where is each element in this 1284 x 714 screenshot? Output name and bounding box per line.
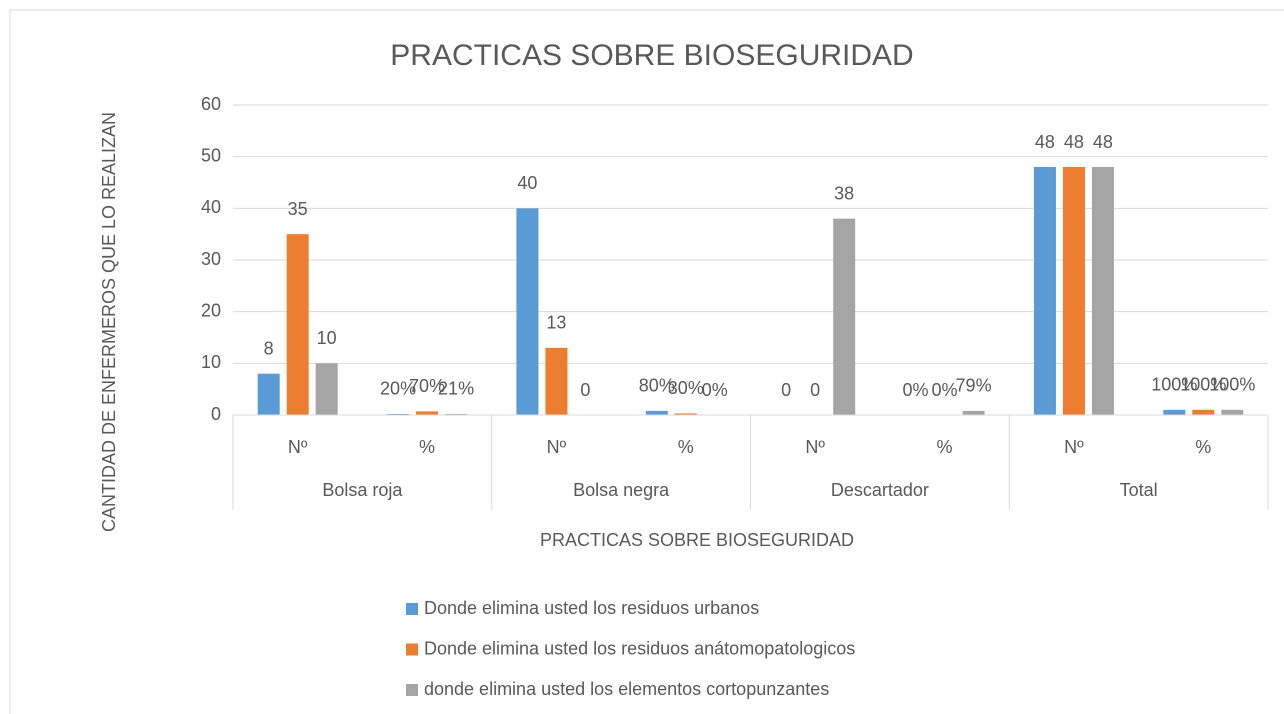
- y-tick-label: 0: [211, 404, 221, 424]
- bar: [1192, 409, 1215, 415]
- bar: [645, 410, 668, 415]
- group-label: Bolsa negra: [573, 480, 670, 500]
- bar: [286, 234, 309, 415]
- bar: [1163, 409, 1186, 415]
- data-label: 0%: [702, 380, 728, 400]
- data-label: 48: [1064, 132, 1084, 152]
- x-tick-label: Nº: [1064, 437, 1084, 457]
- data-label: 79%: [956, 376, 992, 396]
- data-label: 0: [781, 380, 791, 400]
- bar: [1091, 167, 1114, 415]
- x-axis-label: PRACTICAS SOBRE BIOSEGURIDAD: [540, 530, 854, 550]
- data-label: 0: [580, 380, 590, 400]
- data-label: 20%: [380, 379, 416, 399]
- data-label: 0%: [932, 380, 958, 400]
- legend-swatch: [406, 684, 418, 696]
- bar: [516, 208, 539, 415]
- y-tick-label: 10: [201, 352, 221, 372]
- x-tick-label: %: [419, 437, 435, 457]
- data-label: 100%: [1180, 375, 1226, 395]
- bar: [674, 413, 697, 415]
- bar: [257, 373, 280, 415]
- data-label: 8: [264, 338, 274, 358]
- x-tick-label: Nº: [547, 437, 567, 457]
- x-tick-label: %: [937, 437, 953, 457]
- legend-label: Donde elimina usted los residuos urbanos: [424, 598, 759, 618]
- bar: [1033, 167, 1056, 415]
- y-tick-label: 20: [201, 300, 221, 320]
- bar: [416, 411, 439, 415]
- bar: [387, 413, 410, 415]
- data-label: 100%: [1151, 375, 1197, 395]
- bar: [1221, 409, 1244, 415]
- x-tick-label: Nº: [805, 437, 825, 457]
- data-label: 30%: [668, 378, 704, 398]
- group-label: Total: [1120, 480, 1158, 500]
- bar: [445, 413, 468, 415]
- y-tick-label: 40: [201, 197, 221, 217]
- data-label: 0%: [903, 380, 929, 400]
- group-label: Descartador: [831, 480, 929, 500]
- data-label: 100%: [1209, 375, 1255, 395]
- x-tick-label: %: [678, 437, 694, 457]
- group-label: Bolsa roja: [322, 480, 403, 500]
- data-label: 38: [834, 183, 854, 203]
- bar: [833, 218, 856, 415]
- legend-swatch: [406, 603, 418, 615]
- y-tick-label: 50: [201, 145, 221, 165]
- y-axis-label: CANTIDAD DE ENFERMEROS QUE LO REALIZAN: [99, 112, 119, 532]
- data-label: 80%: [639, 376, 675, 396]
- x-tick-label: Nº: [288, 437, 308, 457]
- data-label: 10: [317, 328, 337, 348]
- data-label: 70%: [409, 376, 445, 396]
- y-tick-label: 30: [201, 249, 221, 269]
- data-label: 48: [1093, 132, 1113, 152]
- data-label: 13: [546, 313, 566, 333]
- bar: [962, 410, 985, 415]
- bar: [315, 363, 338, 415]
- legend-swatch: [406, 643, 418, 656]
- bar: [545, 347, 568, 415]
- data-label: 48: [1035, 132, 1055, 152]
- chart-title: PRACTICAS SOBRE BIOSEGURIDAD: [390, 39, 913, 72]
- data-label: 21%: [438, 379, 474, 399]
- x-tick-label: %: [1195, 437, 1211, 457]
- data-label: 40: [517, 173, 537, 193]
- data-label: 35: [288, 199, 308, 219]
- legend-label: Donde elimina usted los residuos anátomo…: [424, 638, 855, 658]
- legend-label: donde elimina usted los elementos cortop…: [424, 679, 829, 699]
- bar: [1062, 167, 1085, 415]
- data-label: 0: [810, 380, 820, 400]
- y-tick-label: 60: [201, 94, 221, 114]
